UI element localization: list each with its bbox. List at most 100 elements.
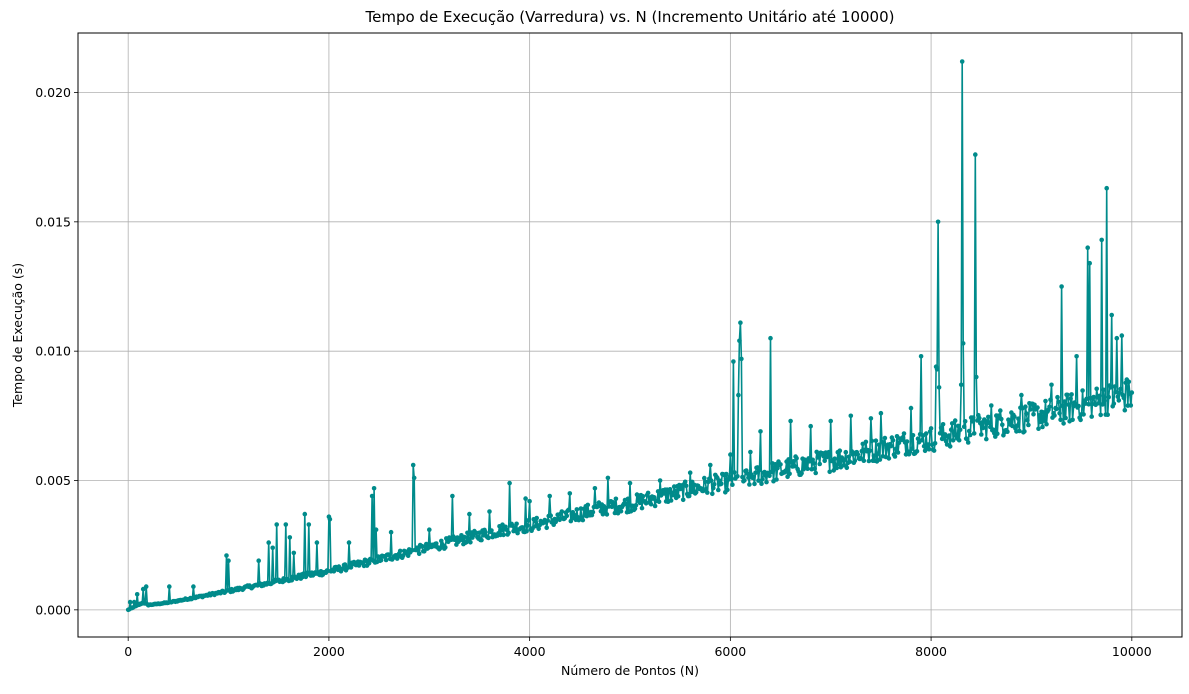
data-point bbox=[680, 497, 686, 503]
data-point bbox=[832, 456, 837, 462]
data-point bbox=[991, 427, 996, 433]
data-point bbox=[947, 444, 953, 449]
data-point bbox=[256, 558, 262, 563]
data-point bbox=[369, 493, 375, 499]
data-point bbox=[979, 432, 984, 437]
data-point bbox=[1101, 387, 1106, 393]
data-point bbox=[1069, 392, 1074, 397]
data-point bbox=[886, 456, 892, 461]
y-tick-label: 0.020 bbox=[35, 85, 71, 100]
data-point bbox=[973, 152, 978, 157]
data-point bbox=[656, 499, 662, 505]
data-point bbox=[923, 431, 929, 436]
data-point bbox=[1112, 384, 1118, 389]
data-point bbox=[1047, 404, 1052, 410]
x-tick-label: 0 bbox=[124, 644, 132, 659]
data-point bbox=[732, 470, 737, 475]
data-point bbox=[523, 496, 528, 501]
data-point bbox=[878, 410, 884, 416]
data-point bbox=[623, 501, 629, 507]
data-point bbox=[1084, 396, 1089, 402]
data-point bbox=[527, 498, 532, 504]
data-point bbox=[525, 523, 530, 528]
data-point bbox=[1074, 354, 1079, 359]
data-point bbox=[1058, 417, 1063, 423]
data-point bbox=[424, 541, 429, 547]
data-point bbox=[855, 452, 861, 457]
data-point bbox=[1055, 394, 1060, 400]
data-point bbox=[465, 530, 470, 536]
data-point bbox=[977, 415, 982, 421]
data-point bbox=[1012, 414, 1017, 420]
data-point bbox=[134, 592, 140, 597]
data-point bbox=[1016, 416, 1021, 422]
data-point bbox=[799, 470, 804, 476]
data-point bbox=[605, 475, 611, 481]
data-point bbox=[873, 438, 879, 444]
data-point bbox=[1128, 403, 1134, 408]
data-point bbox=[827, 469, 832, 475]
data-point bbox=[1062, 399, 1067, 404]
data-point bbox=[327, 517, 333, 522]
data-point bbox=[668, 498, 674, 503]
data-point bbox=[1094, 386, 1099, 392]
data-point bbox=[686, 493, 692, 499]
data-point bbox=[1105, 412, 1110, 418]
data-point bbox=[1035, 405, 1040, 410]
data-point bbox=[989, 403, 994, 408]
data-point bbox=[1089, 414, 1094, 419]
data-point bbox=[753, 470, 758, 476]
data-point bbox=[890, 437, 896, 443]
data-point bbox=[1119, 333, 1125, 338]
data-point bbox=[266, 540, 272, 545]
data-point bbox=[675, 494, 681, 499]
data-point bbox=[842, 457, 848, 463]
data-point bbox=[462, 534, 467, 540]
data-point bbox=[416, 551, 422, 557]
data-point bbox=[640, 494, 646, 499]
data-point bbox=[736, 392, 741, 398]
data-point bbox=[773, 462, 778, 467]
data-point bbox=[443, 545, 448, 550]
data-point bbox=[683, 483, 689, 489]
data-point bbox=[1005, 429, 1010, 435]
data-point bbox=[501, 532, 506, 538]
data-point bbox=[574, 507, 580, 512]
data-point bbox=[224, 553, 229, 558]
data-point bbox=[757, 467, 762, 473]
data-point bbox=[925, 442, 931, 447]
data-point bbox=[949, 421, 955, 426]
data-point bbox=[959, 59, 965, 64]
data-point bbox=[1042, 418, 1047, 424]
data-point bbox=[1109, 312, 1114, 318]
data-point bbox=[712, 482, 717, 487]
data-point bbox=[837, 448, 843, 454]
data-point bbox=[783, 468, 788, 474]
x-tick-label: 4000 bbox=[514, 644, 546, 659]
data-point bbox=[719, 481, 724, 487]
data-point bbox=[951, 429, 957, 435]
data-point bbox=[1043, 398, 1048, 404]
data-point bbox=[1026, 422, 1031, 428]
data-point bbox=[751, 474, 756, 480]
data-point bbox=[127, 599, 133, 605]
data-point bbox=[904, 439, 910, 444]
data-point bbox=[769, 469, 774, 475]
data-point bbox=[752, 481, 757, 487]
data-point bbox=[682, 479, 688, 485]
data-point bbox=[585, 502, 591, 508]
data-point bbox=[1078, 417, 1083, 423]
data-point bbox=[1113, 389, 1119, 395]
data-point bbox=[1070, 417, 1075, 423]
data-point bbox=[348, 565, 354, 570]
data-point bbox=[657, 478, 663, 483]
data-point bbox=[759, 481, 764, 487]
data-point bbox=[604, 512, 610, 517]
data-point bbox=[131, 599, 137, 605]
data-point bbox=[536, 526, 541, 532]
data-point bbox=[728, 452, 733, 457]
data-point bbox=[388, 529, 394, 535]
data-point bbox=[468, 540, 473, 545]
data-point bbox=[918, 354, 924, 359]
data-point bbox=[567, 491, 573, 496]
